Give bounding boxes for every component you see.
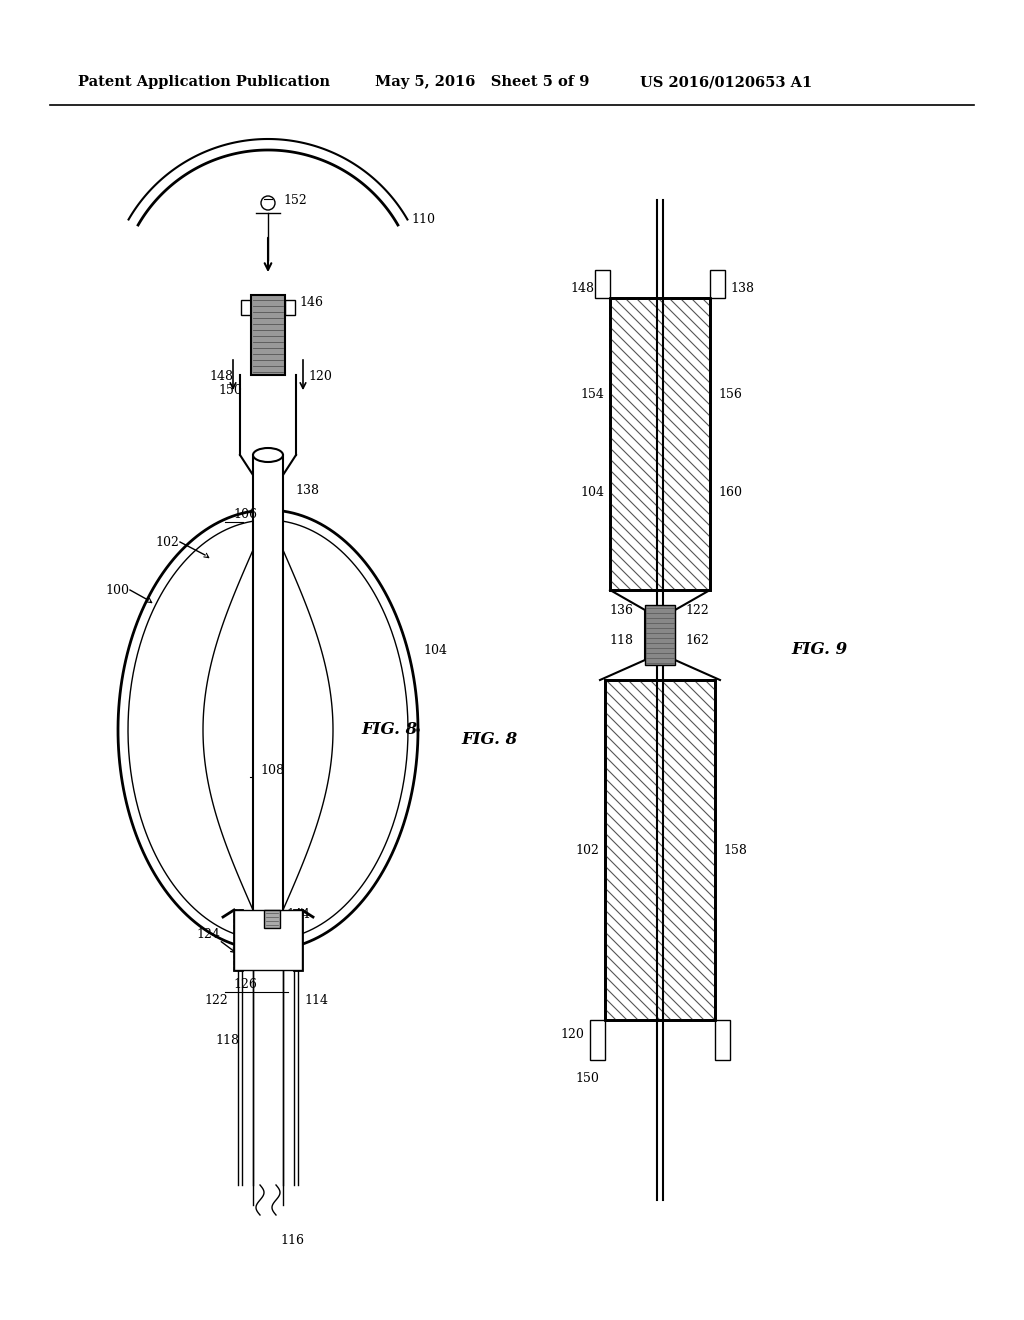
Text: 118: 118 (609, 634, 633, 647)
Text: 146: 146 (299, 297, 323, 309)
Bar (251, 294, 285, 375)
Bar (595, 271, 610, 298)
Text: 154: 154 (580, 388, 604, 401)
Bar (605, 680, 715, 1020)
Text: 144: 144 (286, 908, 310, 921)
Text: 138: 138 (730, 282, 754, 296)
Text: 104: 104 (423, 644, 447, 656)
Text: FIG. 9: FIG. 9 (792, 642, 848, 659)
Text: 114: 114 (304, 994, 328, 1006)
Text: FIG. 8: FIG. 8 (462, 731, 518, 748)
Bar (234, 909, 242, 970)
Text: 150: 150 (218, 384, 242, 396)
Text: 106: 106 (233, 508, 257, 521)
Text: 156: 156 (718, 388, 741, 401)
Text: 116: 116 (280, 1233, 304, 1246)
Bar (590, 1020, 605, 1060)
Text: 126: 126 (233, 978, 257, 991)
Text: 122: 122 (204, 994, 227, 1006)
Bar (715, 1020, 730, 1060)
Text: 110: 110 (412, 213, 435, 226)
Bar (285, 300, 295, 315)
Text: 122: 122 (685, 603, 709, 616)
Text: 152: 152 (283, 194, 307, 206)
Bar (294, 909, 302, 970)
Text: 162: 162 (685, 634, 709, 647)
Text: 124: 124 (196, 928, 220, 941)
Bar (241, 300, 251, 315)
Text: 150: 150 (575, 1072, 599, 1085)
Text: 102: 102 (575, 843, 599, 857)
Text: 100: 100 (105, 583, 129, 597)
Bar (264, 909, 280, 928)
Text: 158: 158 (723, 843, 746, 857)
Text: 120: 120 (560, 1028, 584, 1041)
Text: 108: 108 (260, 763, 284, 776)
Text: Patent Application Publication: Patent Application Publication (78, 75, 330, 88)
Text: 104: 104 (580, 486, 604, 499)
Text: 118: 118 (215, 1034, 239, 1047)
Text: 138: 138 (295, 483, 319, 496)
Bar (610, 298, 710, 590)
Text: 148: 148 (209, 371, 233, 384)
Bar (610, 298, 710, 590)
Text: US 2016/0120653 A1: US 2016/0120653 A1 (640, 75, 812, 88)
Bar (234, 909, 302, 970)
Bar (253, 455, 283, 909)
Text: May 5, 2016   Sheet 5 of 9: May 5, 2016 Sheet 5 of 9 (375, 75, 590, 88)
Text: 120: 120 (308, 371, 332, 384)
Text: 102: 102 (155, 536, 179, 549)
Bar (605, 680, 715, 1020)
Ellipse shape (253, 447, 283, 462)
Bar (645, 605, 675, 665)
Text: 136: 136 (609, 603, 633, 616)
Bar (710, 271, 725, 298)
Text: FIG. 8: FIG. 8 (361, 722, 418, 738)
Text: 160: 160 (718, 486, 742, 499)
Text: 148: 148 (570, 282, 594, 296)
